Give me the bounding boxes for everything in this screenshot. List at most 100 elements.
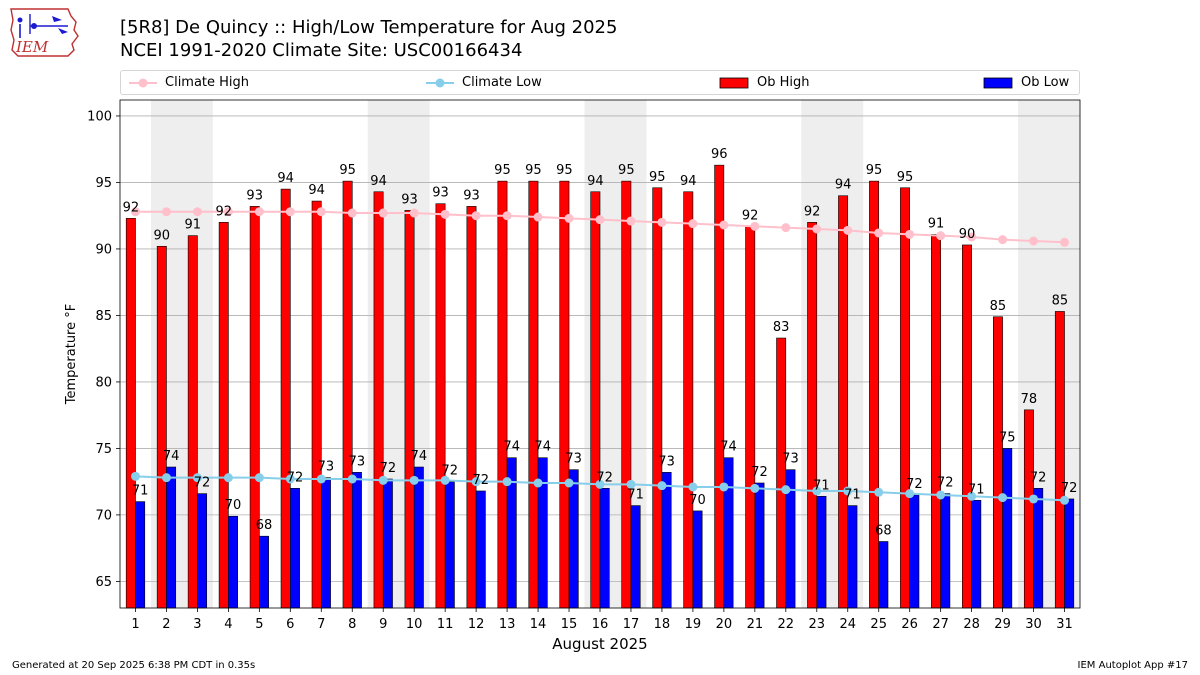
ob-high-bar [528, 180, 539, 609]
ob-high-bar [187, 235, 198, 609]
ob-high-label: 78 [1021, 392, 1038, 407]
ob-high-bar [869, 180, 880, 609]
x-tick-label: 22 [778, 617, 795, 632]
y-tick-label: 100 [87, 109, 112, 124]
climate-high-point [161, 207, 171, 217]
climate-low-point [192, 473, 202, 483]
ob-low-bar [630, 505, 641, 609]
ob-low-bar [661, 472, 672, 609]
climate-high-point [440, 209, 450, 219]
ob-low-label: 68 [875, 524, 892, 539]
climate-low-point [471, 477, 481, 487]
ob-low-bar [1002, 448, 1013, 609]
ob-high-label: 85 [990, 299, 1007, 314]
climate-low-point [223, 473, 233, 483]
climate-low-point [998, 493, 1008, 503]
ob-low-bar [166, 466, 177, 609]
ob-high-bar [404, 210, 415, 609]
y-tick-label: 80 [95, 375, 112, 390]
climate-low-point [1060, 495, 1070, 505]
ob-low-label: 73 [658, 454, 675, 469]
ob-low-label: 72 [1061, 481, 1078, 496]
climate-low-point [812, 486, 822, 496]
climate-low-point [161, 473, 171, 483]
x-tick-label: 11 [437, 617, 454, 632]
ob-high-label: 83 [773, 320, 790, 335]
climate-high-point [998, 235, 1008, 245]
ob-high-bar [652, 187, 663, 609]
ob-low-label: 74 [534, 440, 551, 455]
ob-high-label: 92 [742, 208, 759, 223]
y-tick-label: 75 [95, 442, 112, 457]
ob-low-label: 68 [256, 518, 273, 533]
climate-high-point [936, 231, 946, 241]
climate-high-point [254, 207, 264, 217]
climate-high-point [750, 221, 760, 231]
x-tick-label: 5 [255, 617, 263, 632]
climate-low-point [750, 483, 760, 493]
ob-low-bar [692, 510, 703, 609]
ob-low-bar [228, 515, 238, 609]
ob-high-label: 93 [401, 192, 418, 207]
climate-high-point [812, 224, 822, 234]
x-tick-label: 14 [530, 617, 547, 632]
y-tick-label: 90 [95, 242, 112, 257]
ob-high-bar [807, 222, 818, 609]
x-tick-label: 21 [747, 617, 764, 632]
x-tick-label: 3 [193, 617, 201, 632]
ob-high-label: 95 [649, 170, 666, 185]
ob-high-label: 94 [370, 174, 387, 189]
ob-low-bar [1033, 488, 1044, 609]
climate-high-point [595, 215, 605, 225]
climate-high-point [843, 225, 853, 235]
climate-low-point [905, 489, 915, 499]
x-tick-label: 18 [654, 617, 671, 632]
x-tick-label: 2 [162, 617, 170, 632]
ob-low-bar [754, 482, 765, 609]
y-tick-label: 65 [95, 575, 112, 590]
ob-low-label: 73 [349, 454, 366, 469]
legend-climate-high-label: Climate High [165, 75, 250, 90]
climate-low-point [130, 471, 140, 481]
climate-high-point [657, 217, 667, 227]
ob-low-bar [723, 457, 734, 609]
ob-low-bar [599, 488, 610, 609]
climate-low-point [1029, 494, 1039, 504]
legend-climate-low: Climate Low [426, 71, 542, 94]
x-tick-label: 1 [131, 617, 139, 632]
climate-high-point [223, 207, 233, 217]
ob-low-bar [290, 488, 300, 609]
ob-low-label: 72 [380, 461, 397, 476]
ob-high-label: 94 [680, 174, 697, 189]
ob-low-label: 71 [132, 484, 149, 499]
ob-low-label: 74 [720, 440, 737, 455]
ob-high-bar [838, 195, 849, 609]
ob-high-label: 94 [277, 171, 294, 186]
x-tick-label: 6 [286, 617, 294, 632]
ob-high-label: 91 [185, 218, 202, 233]
ob-low-bar [351, 472, 362, 609]
ob-high-label: 94 [835, 178, 852, 193]
x-tick-label: 8 [348, 617, 356, 632]
x-tick-label: 20 [716, 617, 733, 632]
ob-high-label: 91 [928, 216, 945, 231]
ob-high-label: 93 [432, 186, 449, 201]
climate-low-point [936, 490, 946, 500]
ob-high-label: 92 [804, 204, 821, 219]
ob-low-label: 70 [689, 493, 706, 508]
ob-high-bar [497, 180, 508, 609]
ob-high-bar [280, 188, 291, 609]
ob-low-label: 72 [906, 477, 923, 492]
ob-high-label: 93 [246, 188, 263, 203]
y-tick-label: 85 [95, 309, 112, 324]
climate-high-point [502, 211, 512, 221]
ob-high-bar [931, 234, 941, 609]
ob-low-bar [940, 493, 951, 609]
ob-low-label: 72 [751, 465, 768, 480]
ob-high-bar [1023, 409, 1034, 609]
climate-low-point [347, 474, 357, 484]
climate-high-point [1029, 236, 1039, 246]
ob-low-label: 71 [844, 488, 861, 503]
legend-climate-high: Climate High [129, 71, 249, 94]
climate-high-point [285, 207, 295, 217]
